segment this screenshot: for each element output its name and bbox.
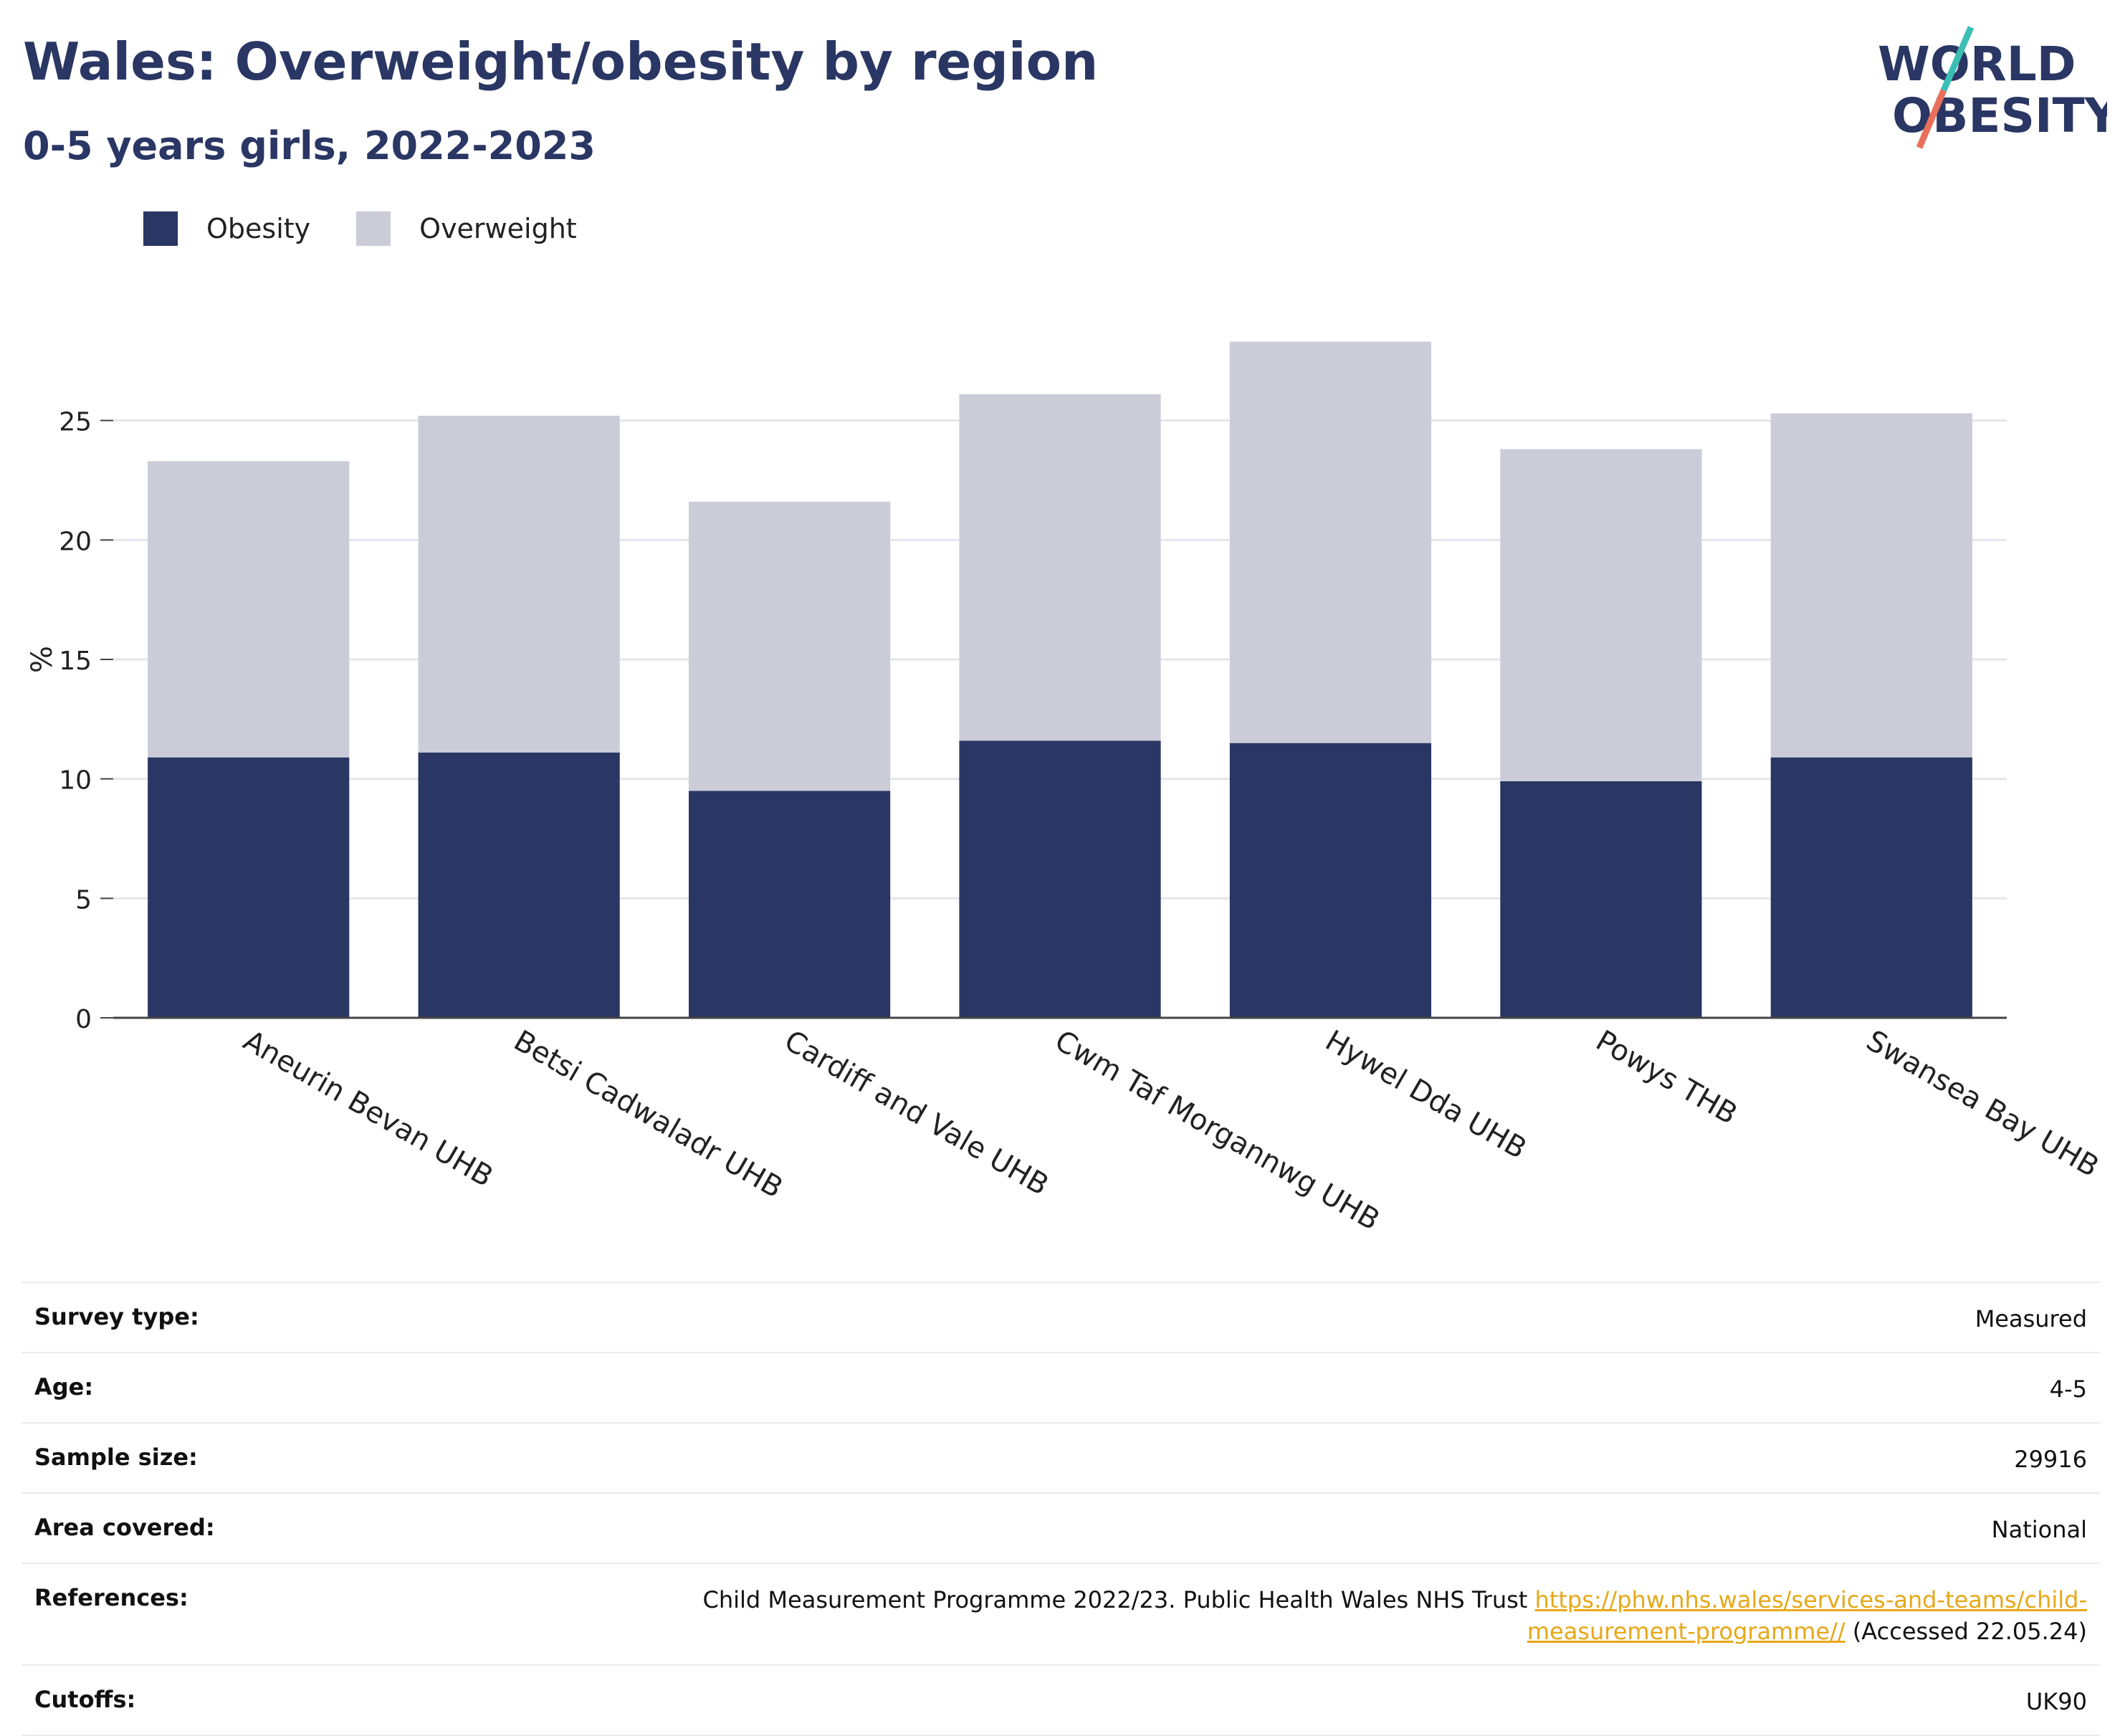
y-tick-label: 10 [59, 766, 92, 796]
info-row-sample-size: Sample size: 29916 [22, 1422, 2100, 1492]
x-tick-label: Cardiff and Vale UHB [779, 1024, 1054, 1202]
chart-title: Wales: Overweight/obesity by region [23, 32, 1099, 92]
y-tick-label: 0 [75, 1005, 92, 1034]
legend: Obesity Overweight [143, 211, 623, 246]
logo-line1: WORLD [1878, 37, 2076, 92]
info-label: Age: [34, 1373, 94, 1401]
world-obesity-logo: WORLD OBESITY [1878, 26, 2107, 149]
info-value: National [1991, 1516, 2087, 1543]
info-row-cutoffs: Cutoffs: UK90 [22, 1664, 2100, 1736]
bar-obesity [1229, 743, 1432, 1018]
bar-obesity [418, 753, 620, 1018]
info-value: Child Measurement Programme 2022/23. Pub… [582, 1584, 2087, 1647]
info-row-area-covered: Area covered: National [22, 1492, 2100, 1563]
bar-obesity [1770, 757, 1972, 1018]
info-label: Area covered: [34, 1514, 215, 1541]
info-row-references: References: Child Measurement Programme … [22, 1563, 2100, 1664]
bar-overweight [418, 416, 620, 753]
bar-obesity [688, 791, 891, 1018]
info-label: Cutoffs: [34, 1686, 136, 1713]
bar-obesity [148, 757, 350, 1018]
y-tick-label: 25 [59, 408, 92, 437]
legend-label-overweight: Overweight [419, 213, 577, 244]
info-row-age: Age: 4-5 [22, 1352, 2100, 1422]
y-tick-label: 15 [59, 647, 92, 676]
bar-overweight [959, 394, 1161, 741]
survey-info-table: Survey type: Measured Age: 4-5 Sample si… [22, 1282, 2100, 1736]
bar-overweight [1229, 341, 1432, 743]
legend-label-obesity: Obesity [206, 213, 311, 244]
x-tick-label: Swansea Bay UHB [1861, 1024, 2104, 1184]
reference-text: Child Measurement Programme 2022/23. Pub… [702, 1586, 1535, 1613]
y-axis-label: % [26, 646, 59, 673]
logo-slash-coral [1916, 89, 1947, 149]
info-value: UK90 [2025, 1688, 2087, 1715]
y-tick-label: 20 [59, 527, 92, 556]
y-tick-label: 5 [75, 885, 92, 915]
bar-overweight [1500, 449, 1702, 781]
info-row-survey-type: Survey type: Measured [22, 1282, 2100, 1352]
legend-item-overweight[interactable]: Overweight [356, 211, 577, 246]
legend-swatch-obesity [143, 211, 178, 246]
logo-slash-teal [1940, 26, 1975, 92]
info-label: Survey type: [34, 1303, 199, 1330]
x-tick-label: Powys THB [1590, 1024, 1743, 1131]
info-label: References: [34, 1584, 188, 1611]
bar-obesity [959, 740, 1161, 1018]
info-value: Measured [1975, 1305, 2087, 1332]
info-label: Sample size: [34, 1444, 198, 1471]
x-tick-label: Betsi Cadwaladr UHB [508, 1024, 788, 1205]
legend-swatch-overweight [356, 211, 391, 246]
reference-accessed: (Accessed 22.05.24) [1845, 1618, 2087, 1645]
chart-subtitle: 0-5 years girls, 2022-2023 [23, 123, 596, 168]
bar-obesity [1500, 781, 1702, 1018]
x-tick-label: Aneurin Bevan UHB [238, 1024, 499, 1194]
reference-link[interactable]: https://phw.nhs.wales/services-and-teams… [1527, 1586, 2087, 1645]
bar-overweight [688, 502, 891, 791]
info-value: 29916 [2014, 1446, 2087, 1473]
x-tick-label: Hywel Dda UHB [1319, 1024, 1532, 1165]
bar-overweight [148, 461, 350, 758]
legend-item-obesity[interactable]: Obesity [143, 211, 310, 246]
info-value: 4-5 [2049, 1375, 2087, 1403]
bar-chart: 0 5 10 15 20 25% Aneurin Bevan UHB Betsi Cadwal… [26, 341, 2104, 1237]
bar-overweight [1770, 413, 1972, 758]
